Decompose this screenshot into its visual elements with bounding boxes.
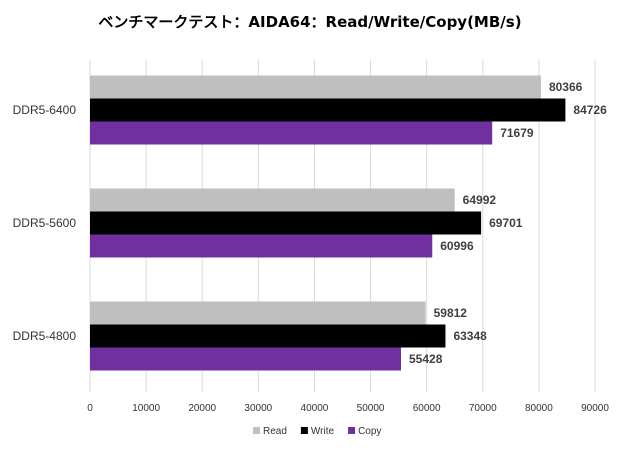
chart-title: ベンチマークテスト：AIDA64：Read/Write/Copy(MB/s): [98, 13, 521, 31]
bars: [90, 75, 566, 371]
data-label: 60996: [440, 239, 474, 253]
legend: Read Write Copy: [253, 426, 381, 437]
data-label: 80366: [549, 80, 583, 94]
data-labels: 80366 84726 71679 64992 69701 60996 59812 63348…: [409, 80, 607, 366]
data-label: 64992: [463, 193, 497, 207]
x-tick-label: 10000: [132, 403, 160, 414]
legend-label: Read: [263, 426, 287, 437]
data-label: 84726: [573, 103, 607, 117]
bar-write: [90, 98, 566, 122]
bar-copy: [90, 347, 402, 371]
category-label: DDR5-6400: [13, 103, 77, 117]
x-tick-label: 90000: [581, 403, 609, 414]
data-label: 55428: [409, 352, 443, 366]
category-label: DDR5-4800: [13, 329, 77, 343]
bar-read: [90, 75, 541, 99]
data-label: 71679: [500, 126, 534, 140]
bar-read: [90, 188, 455, 212]
category-label: DDR5-5600: [13, 216, 77, 230]
bar-read: [90, 301, 426, 325]
x-tick-label: 0: [87, 403, 93, 414]
x-tick-label: 80000: [525, 403, 553, 414]
x-axis-ticks: 0 10000 20000 30000 40000 50000 60000 70000 8000…: [87, 403, 609, 414]
legend-swatch: [300, 427, 308, 434]
x-tick-label: 70000: [469, 403, 497, 414]
category-labels: DDR5-6400 DDR5-5600 DDR5-4800: [13, 103, 77, 343]
bar-write: [90, 324, 446, 348]
bar-copy: [90, 234, 433, 258]
x-tick-label: 40000: [301, 403, 329, 414]
legend-label: Copy: [358, 426, 381, 437]
legend-swatch: [253, 427, 260, 434]
legend-swatch: [348, 427, 356, 434]
legend-label: Write: [311, 426, 335, 437]
x-tick-label: 30000: [244, 403, 272, 414]
bar-write: [90, 211, 482, 235]
data-label: 59812: [434, 306, 468, 320]
data-label: 63348: [453, 329, 487, 343]
bar-copy: [90, 121, 493, 145]
data-label: 69701: [489, 216, 523, 230]
x-tick-label: 50000: [357, 403, 385, 414]
x-tick-label: 60000: [413, 403, 441, 414]
x-tick-label: 20000: [188, 403, 216, 414]
